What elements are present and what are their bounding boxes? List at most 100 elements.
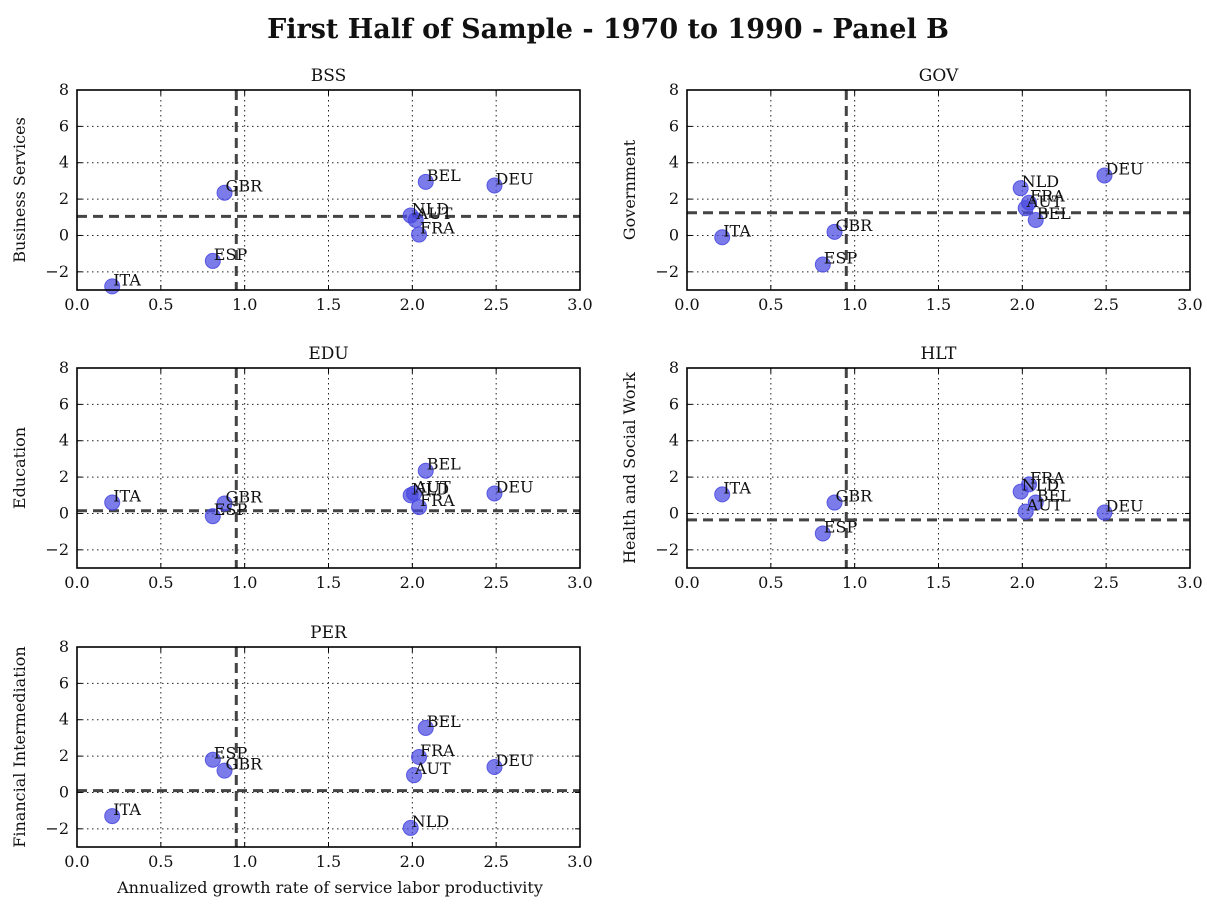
panel-title: BSS <box>311 66 347 86</box>
y-tick-label: 0 <box>669 503 679 522</box>
y-tick-label: 2 <box>59 189 69 208</box>
data-point-bel <box>417 173 434 190</box>
x-tick-label: 0.5 <box>758 295 783 314</box>
y-tick-label: 8 <box>59 637 69 656</box>
data-point-fra <box>1021 194 1038 211</box>
data-point-ita <box>714 229 731 246</box>
point-label-esp: ESP <box>214 744 248 763</box>
plot-frame <box>686 89 1191 291</box>
point-label-deu: DEU <box>1105 497 1143 516</box>
point-label-deu: DEU <box>495 169 533 188</box>
y-tick-label: 8 <box>59 358 69 377</box>
point-label-bel: BEL <box>427 166 461 185</box>
y-tick-label: 2 <box>669 467 679 486</box>
data-point-gbr <box>216 495 233 512</box>
y-tick-label: 6 <box>59 394 69 413</box>
x-tick-label: 0.0 <box>674 295 699 314</box>
point-label-aut: AUT <box>1026 192 1063 211</box>
point-label-bel: BEL <box>1037 204 1071 223</box>
data-point-fra <box>411 226 428 243</box>
y-tick-label: 6 <box>669 394 679 413</box>
x-tick-label: 2.5 <box>1093 295 1118 314</box>
point-label-nld: NLD <box>412 199 449 218</box>
panel-title: EDU <box>308 344 348 364</box>
panel-bss: 0.0 0.5 1.0 1.5 2.0 2.5 3.0 −2 0 2 4 6 8 ITA ESP GBR NLD… <box>10 66 593 314</box>
point-label-bel: BEL <box>1037 487 1071 506</box>
x-tick-label: 2.5 <box>483 573 508 592</box>
data-point-gbr <box>826 494 843 511</box>
plot-frame <box>76 89 581 291</box>
x-tick-label: 2.5 <box>483 295 508 314</box>
y-tick-label: −2 <box>45 540 69 559</box>
data-point-fra <box>411 499 428 516</box>
data-point-esp <box>204 751 221 768</box>
y-tick-label: 6 <box>59 673 69 692</box>
x-tick-label: 2.0 <box>1010 295 1035 314</box>
data-point-gbr <box>216 762 233 779</box>
x-axis-label: Annualized growth rate of service labor … <box>116 878 543 897</box>
data-point-aut <box>1017 503 1034 520</box>
data-point-fra <box>411 749 428 765</box>
y-tick-label: 4 <box>669 153 679 172</box>
point-label-aut: AUT <box>416 204 453 223</box>
y-tick-label: 4 <box>59 710 69 729</box>
data-point-bel <box>1027 494 1044 511</box>
point-label-fra: FRA <box>1030 468 1065 487</box>
point-label-bel: BEL <box>427 712 461 731</box>
point-label-ita: ITA <box>113 270 141 289</box>
y-tick-label: 0 <box>59 782 69 801</box>
y-tick-label: 2 <box>669 189 679 208</box>
x-tick-label: 0.0 <box>64 573 89 592</box>
x-tick-label: 0.5 <box>148 852 173 871</box>
point-label-nld: NLD <box>412 812 449 831</box>
data-point-esp <box>814 525 831 542</box>
x-tick-label: 2.0 <box>1010 573 1035 592</box>
point-label-gbr: GBR <box>226 177 264 196</box>
point-label-deu: DEU <box>495 751 533 770</box>
point-label-gbr: GBR <box>836 216 874 235</box>
data-point-deu <box>486 485 503 502</box>
panel-gov: 0.0 0.5 1.0 1.5 2.0 2.5 3.0 −2 0 2 4 6 8 ITA ESP GBR NLD… <box>620 66 1203 314</box>
data-point-aut <box>406 767 423 784</box>
y-tick-label: 6 <box>669 116 679 135</box>
point-label-esp: ESP <box>214 500 248 519</box>
y-tick-label: −2 <box>45 262 69 281</box>
data-point-nld <box>402 819 419 836</box>
data-point-ita <box>104 808 121 825</box>
x-tick-label: 3.0 <box>567 295 592 314</box>
point-label-deu: DEU <box>495 477 533 496</box>
data-point-esp <box>204 252 221 269</box>
point-label-deu: DEU <box>1105 159 1143 178</box>
x-tick-label: 1.5 <box>316 573 341 592</box>
x-tick-label: 3.0 <box>567 573 592 592</box>
data-point-fra <box>1021 476 1038 493</box>
y-tick-label: 4 <box>59 431 69 450</box>
x-tick-label: 1.5 <box>316 295 341 314</box>
y-axis-label: Health and Social Work <box>620 372 639 564</box>
plot-frame <box>76 367 581 569</box>
y-tick-label: 8 <box>669 358 679 377</box>
point-label-esp: ESP <box>824 249 858 268</box>
x-tick-label: 1.5 <box>316 852 341 871</box>
y-tick-label: 0 <box>669 225 679 244</box>
point-label-nld: NLD <box>1022 476 1059 495</box>
x-tick-label: 1.0 <box>232 852 257 871</box>
plot-frame <box>76 646 581 848</box>
x-tick-label: 1.5 <box>926 573 951 592</box>
point-label-ita: ITA <box>723 478 751 497</box>
point-label-gbr: GBR <box>836 487 874 506</box>
point-label-fra: FRA <box>1030 187 1065 206</box>
y-axis-label: Education <box>10 427 29 509</box>
x-tick-label: 1.0 <box>842 573 867 592</box>
point-label-fra: FRA <box>420 491 455 510</box>
data-point-esp <box>204 508 221 525</box>
data-point-deu <box>1096 167 1113 184</box>
y-tick-label: −2 <box>655 262 679 281</box>
x-tick-label: 3.0 <box>1177 573 1202 592</box>
point-label-aut: AUT <box>1026 496 1063 515</box>
point-label-ita: ITA <box>113 800 141 819</box>
data-point-nld <box>1012 180 1029 197</box>
